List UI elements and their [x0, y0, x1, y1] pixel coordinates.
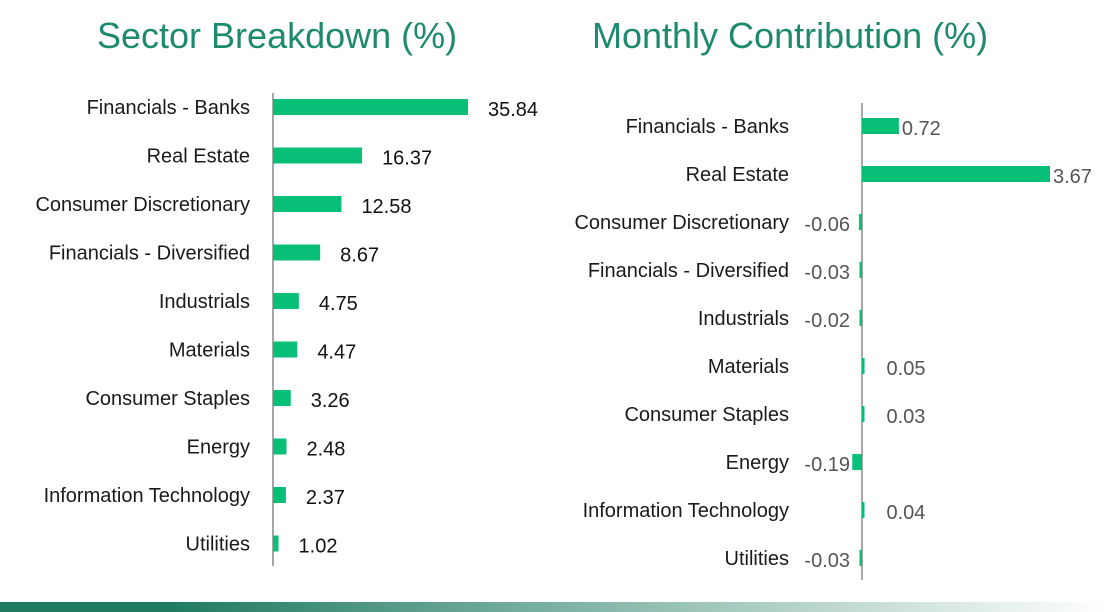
contribution-category-label: Financials - Diversified	[588, 260, 789, 282]
contribution-value-label: -0.02	[804, 310, 850, 332]
contribution-value-label: 0.05	[887, 358, 926, 380]
sector-category-label: Real Estate	[147, 146, 250, 168]
contribution-bar	[859, 310, 862, 326]
sector-category-label: Materials	[169, 340, 250, 362]
sector-category-label: Consumer Staples	[85, 388, 250, 410]
sector-value-label: 8.67	[340, 245, 379, 267]
contribution-bar	[862, 406, 865, 422]
contribution-bar	[862, 118, 899, 134]
sector-bar	[273, 99, 468, 115]
contribution-category-label: Information Technology	[583, 500, 789, 522]
contribution-value-label: -0.19	[804, 454, 850, 476]
contribution-value-label: 0.04	[887, 502, 926, 524]
sector-category-label: Financials - Diversified	[49, 243, 250, 265]
footer-gradient-bar	[0, 602, 1107, 612]
monthly-contribution-title: Monthly Contribution (%)	[592, 15, 989, 56]
contribution-bar	[852, 454, 862, 470]
contribution-category-label: Consumer Staples	[624, 404, 789, 426]
sector-bar	[273, 147, 363, 164]
contribution-value-label: 0.72	[902, 118, 941, 140]
sector-category-label: Information Technology	[44, 485, 250, 507]
contribution-value-label: -0.03	[804, 550, 850, 572]
sector-value-label: 1.02	[299, 536, 338, 558]
sector-value-label: 16.37	[382, 148, 432, 170]
sector-bar	[273, 390, 291, 406]
sector-category-label: Industrials	[159, 291, 250, 313]
sector-bar	[273, 535, 279, 552]
sector-category-label: Energy	[187, 437, 250, 459]
sector-category-label: Consumer Discretionary	[35, 194, 250, 216]
sector-value-label: 3.26	[311, 390, 350, 412]
sector-value-label: 4.75	[319, 293, 358, 315]
contribution-category-label: Financials - Banks	[626, 116, 789, 138]
sector-bar	[273, 196, 342, 212]
contribution-bar	[862, 166, 1050, 182]
contribution-category-label: Consumer Discretionary	[574, 212, 789, 234]
contribution-bar	[859, 550, 862, 566]
sector-bar	[273, 293, 299, 309]
contribution-bar	[862, 358, 865, 374]
contribution-value-label: -0.03	[804, 262, 850, 284]
sector-bar	[273, 438, 287, 455]
sector-value-label: 2.37	[306, 487, 345, 509]
contribution-category-label: Industrials	[698, 308, 789, 330]
sector-breakdown-title: Sector Breakdown (%)	[97, 15, 458, 56]
contribution-value-label: -0.06	[804, 214, 850, 236]
sector-category-label: Utilities	[186, 534, 250, 556]
sector-bar	[273, 244, 321, 261]
sector-category-label: Financials - Banks	[87, 97, 250, 119]
contribution-bar	[858, 214, 862, 230]
contribution-bar	[862, 502, 865, 518]
sector-value-label: 2.48	[306, 439, 345, 461]
sector-bar	[273, 341, 298, 358]
contribution-value-label: 0.03	[887, 406, 926, 428]
contribution-category-label: Utilities	[725, 548, 789, 570]
contribution-category-label: Materials	[708, 356, 789, 378]
sector-bar	[273, 487, 286, 503]
contribution-category-label: Energy	[726, 452, 789, 474]
sector-value-label: 35.84	[488, 99, 538, 121]
contribution-bar	[859, 262, 862, 278]
contribution-category-label: Real Estate	[686, 164, 789, 186]
contribution-value-label: 3.67	[1053, 166, 1092, 188]
sector-value-label: 4.47	[317, 342, 356, 364]
sector-value-label: 12.58	[361, 196, 411, 218]
sector-breakdown-chart: Financials - Banks 35.84 Real Estate 16.37 C…	[35, 93, 538, 566]
